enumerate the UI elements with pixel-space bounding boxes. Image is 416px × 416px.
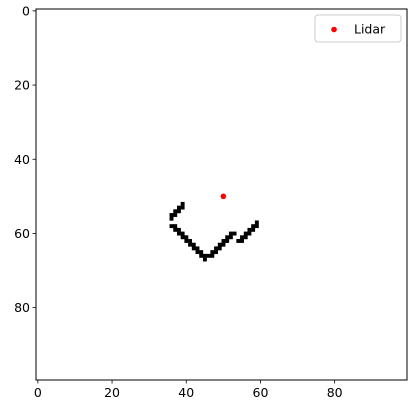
occupied-cell <box>169 213 174 217</box>
occupied-cell <box>254 220 259 225</box>
occupied-cell <box>173 227 178 232</box>
x-axis: 0 20 40 60 80 <box>34 380 343 400</box>
occupied-cell <box>247 227 252 232</box>
occupied-cell <box>247 231 252 236</box>
axes-frame <box>35 8 408 381</box>
occupied-cell <box>221 242 226 247</box>
occupied-cell <box>195 250 200 255</box>
occupied-cell <box>251 227 256 232</box>
occupied-cell <box>195 246 200 251</box>
legend-marker-lidar <box>331 26 337 33</box>
lidar-point <box>220 193 227 200</box>
x-tick-label: 60 <box>253 385 269 400</box>
occupied-cell <box>232 231 237 236</box>
occupancy-grid <box>169 201 259 262</box>
occupied-cell <box>210 250 215 255</box>
occupied-cell <box>217 246 222 251</box>
legend-label-lidar: Lidar <box>354 22 386 37</box>
y-tick-label: 80 <box>14 300 30 315</box>
legend-box <box>314 14 402 43</box>
occupied-cell <box>176 231 181 236</box>
occupied-cell <box>225 239 230 243</box>
occupied-cell <box>210 253 215 258</box>
x-tick-label: 20 <box>104 385 120 400</box>
occupied-cell <box>191 242 196 247</box>
occupied-cell <box>169 216 174 221</box>
y-axis: 0 20 40 60 80 <box>14 3 36 315</box>
occupied-cell <box>173 213 178 217</box>
occupied-cell <box>225 235 230 240</box>
occupied-cell <box>217 242 222 247</box>
occupied-cell <box>228 231 233 236</box>
x-tick-label: 40 <box>178 385 194 400</box>
occupied-cell <box>228 235 233 240</box>
legend: Lidar <box>314 14 402 43</box>
occupied-cell <box>188 242 193 247</box>
occupied-cell <box>236 239 241 243</box>
occupied-cell <box>180 235 185 240</box>
x-tick-label: 0 <box>34 385 42 400</box>
occupied-cell <box>176 209 181 214</box>
occupied-cell <box>176 227 181 232</box>
occupied-cell <box>184 239 189 243</box>
y-tick-label: 20 <box>14 78 30 93</box>
occupied-cell <box>169 224 174 229</box>
occupied-cell <box>206 253 211 258</box>
occupied-cell <box>202 257 207 262</box>
occupied-cell <box>214 250 218 255</box>
occupied-cell <box>191 246 196 251</box>
y-tick-label: 60 <box>14 226 30 241</box>
occupied-cell <box>180 205 185 210</box>
occupied-cell <box>176 205 181 210</box>
occupied-cell <box>199 250 204 255</box>
occupied-cell <box>173 209 178 214</box>
occupied-cell <box>202 253 207 258</box>
occupied-cell <box>184 235 189 240</box>
occupied-cell <box>251 224 256 229</box>
occupied-cell <box>240 239 244 243</box>
occupied-cell <box>180 231 185 236</box>
occupied-cell <box>243 235 248 240</box>
occupied-cell <box>214 246 218 251</box>
occupied-cell <box>254 224 259 229</box>
occupied-cell <box>199 253 204 258</box>
lidar-scatter <box>220 193 227 200</box>
occupied-cell <box>221 239 226 243</box>
y-tick-label: 0 <box>22 3 30 18</box>
occupied-cell <box>188 239 193 243</box>
occupied-cell <box>173 224 178 229</box>
plot-area <box>35 8 408 381</box>
occupied-cell <box>240 235 244 240</box>
y-tick-label: 40 <box>14 152 30 167</box>
occupied-cell <box>243 231 248 236</box>
occupied-cell <box>180 201 185 206</box>
x-tick-label: 80 <box>327 385 343 400</box>
